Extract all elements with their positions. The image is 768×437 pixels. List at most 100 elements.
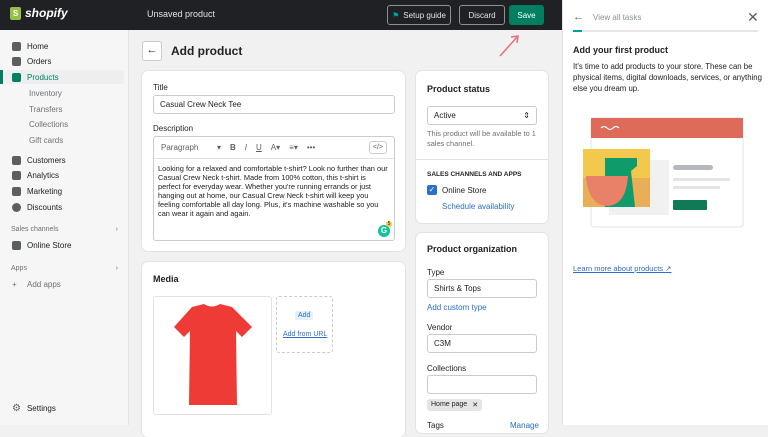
store-icon [12, 240, 21, 250]
collections-input[interactable] [427, 375, 537, 394]
html-code-icon[interactable]: </> [368, 141, 387, 154]
add-media-button[interactable]: Add [295, 311, 314, 320]
progress-bar [573, 30, 758, 32]
product-status-card: Product status Active ⇕ This product will… [416, 71, 548, 223]
description-label: Description [153, 124, 194, 133]
collection-tag: Home page ✕ [427, 399, 483, 411]
title-description-card: Title Casual Crew Neck Tee Description P… [142, 71, 405, 251]
sidebar-item-products[interactable]: Products [4, 70, 124, 84]
media-dropzone[interactable]: Add Add from URL [276, 296, 333, 353]
sidebar-item-settings[interactable]: ⚙ Settings [12, 402, 56, 414]
tags-label: Tags [427, 421, 444, 430]
orders-icon [12, 56, 21, 66]
learn-more-link[interactable]: Learn more about products ↗ [573, 264, 672, 273]
sales-channels-section[interactable]: Sales channels › [11, 226, 118, 233]
apps-section[interactable]: Apps › [11, 265, 118, 272]
red-tshirt-image [174, 304, 252, 405]
sidebar: Home Orders Products Inventory Transfers… [0, 30, 129, 425]
product-illustration [583, 117, 744, 228]
sidebar-item-gift-cards[interactable]: Gift cards [29, 135, 64, 145]
add-from-url-link[interactable]: Add from URL [283, 331, 328, 338]
discard-button[interactable]: Discard [459, 5, 505, 25]
progress-fill [573, 30, 583, 32]
more-icon[interactable]: ••• [306, 143, 316, 152]
panel-heading: Add your first product [573, 45, 668, 55]
description-text[interactable]: Looking for a relaxed and comfortable t-… [158, 164, 388, 218]
status-note: This product will be available to 1 sale… [427, 129, 536, 148]
plus-icon: + [12, 279, 17, 289]
title-input[interactable]: Casual Crew Neck Tee [153, 95, 395, 114]
back-arrow-icon[interactable]: ← [573, 11, 584, 23]
page-title: Add product [171, 44, 243, 58]
divider [416, 159, 548, 160]
sales-channels-heading: SALES CHANNELS AND APPS [427, 171, 522, 178]
manage-tags-link[interactable]: Manage [510, 421, 539, 430]
external-link-icon: ↗ [665, 264, 672, 273]
schedule-availability-link[interactable]: Schedule availability [442, 202, 515, 211]
back-button[interactable]: ← [142, 41, 162, 61]
remove-tag-icon[interactable]: ✕ [472, 402, 479, 409]
text-color-icon[interactable]: A▾ [270, 143, 281, 152]
online-store-checkbox[interactable]: ✓ [427, 185, 437, 195]
tag-icon [12, 72, 21, 82]
sidebar-item-analytics[interactable]: Analytics [4, 168, 124, 182]
add-custom-type-link[interactable]: Add custom type [427, 303, 487, 312]
arrow-left-icon: ← [146, 44, 158, 56]
status-select[interactable]: Active ⇕ [427, 106, 537, 125]
online-store-label: Online Store [442, 186, 487, 195]
chevron-right-icon: › [115, 226, 118, 233]
bold-icon[interactable]: B [230, 143, 236, 152]
annotation-arrow [499, 35, 519, 57]
media-card: Media Add Add from URL [142, 262, 405, 437]
type-input[interactable]: Shirts & Tops [427, 279, 537, 298]
bar-chart-icon [12, 170, 21, 180]
caret-down-icon: ▾ [216, 143, 221, 152]
home-icon [12, 41, 21, 51]
type-label: Type [427, 268, 445, 277]
target-icon [12, 186, 21, 196]
align-icon[interactable]: ≡▾ [289, 143, 298, 152]
gear-icon: ⚙ [12, 402, 21, 414]
setup-guide-button[interactable]: ⚑ Setup guide [387, 5, 451, 25]
paragraph-select[interactable]: Paragraph ▾ [161, 143, 221, 152]
page-status-title: Unsaved product [147, 9, 216, 19]
setup-guide-panel: ← View all tasks ✕ Add your first produc… [562, 0, 768, 425]
vendor-label: Vendor [427, 323, 453, 332]
flag-icon: ⚑ [392, 10, 400, 20]
collections-label: Collections [427, 364, 467, 373]
sidebar-item-transfers[interactable]: Transfers [29, 104, 63, 114]
sidebar-item-home[interactable]: Home [4, 39, 124, 53]
sidebar-item-online-store[interactable]: Online Store [4, 238, 124, 252]
media-title: Media [153, 274, 179, 284]
view-all-tasks-link[interactable]: View all tasks [593, 13, 642, 22]
underline-icon[interactable]: U [256, 143, 262, 152]
person-icon [12, 155, 21, 165]
italic-icon[interactable]: I [244, 143, 248, 152]
grammarly-badge: 5 [386, 221, 392, 227]
close-icon[interactable]: ✕ [747, 9, 759, 25]
sidebar-item-marketing[interactable]: Marketing [4, 184, 124, 198]
product-organization-card: Product organization Type Shirts & Tops … [416, 233, 548, 433]
vendor-input[interactable]: C3M [427, 334, 537, 353]
sidebar-item-discounts[interactable]: Discounts [4, 200, 124, 214]
discount-icon [12, 202, 21, 212]
sidebar-item-orders[interactable]: Orders [4, 54, 124, 68]
sidebar-item-collections[interactable]: Collections [29, 119, 69, 129]
product-status-title: Product status [427, 84, 491, 94]
sidebar-item-add-apps[interactable]: + Add apps [12, 279, 61, 289]
chevron-right-icon: › [115, 265, 118, 272]
sidebar-item-customers[interactable]: Customers [4, 153, 124, 167]
title-label: Title [153, 83, 168, 92]
active-indicator [0, 70, 3, 84]
panel-text: It's time to add products to your store.… [573, 62, 762, 93]
media-thumbnail[interactable] [153, 296, 272, 415]
grammarly-icon[interactable]: G [378, 225, 390, 237]
sidebar-item-inventory[interactable]: Inventory [29, 88, 62, 98]
shopify-bag-icon: S [10, 6, 21, 20]
save-button[interactable]: Save [509, 5, 544, 25]
select-arrows-icon: ⇕ [523, 111, 530, 120]
